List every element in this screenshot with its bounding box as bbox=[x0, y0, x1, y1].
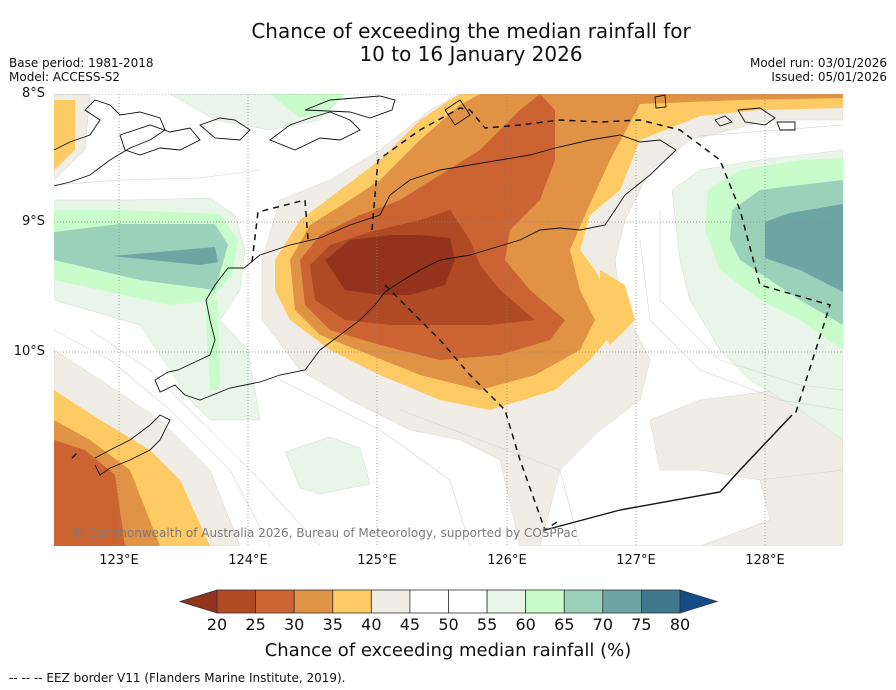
colorbar bbox=[178, 589, 719, 614]
colorbar-tick-label: 45 bbox=[399, 615, 421, 634]
lon-label-124e: 124°E bbox=[228, 553, 268, 568]
colorbar-tick-label: 20 bbox=[206, 615, 228, 634]
lon-label-127e: 127°E bbox=[616, 553, 656, 568]
colorbar-tick-label: 25 bbox=[245, 615, 266, 634]
colorbar-tick-label: 70 bbox=[592, 615, 613, 634]
colorbar-extend-low bbox=[178, 589, 218, 614]
colorbar-tick-label: 75 bbox=[631, 615, 652, 634]
lat-label-9s: 9°S bbox=[21, 214, 45, 229]
colorbar-tick-label: 30 bbox=[283, 615, 305, 634]
colorbar-segment bbox=[370, 589, 411, 614]
chart-title: Chance of exceeding the median rainfall … bbox=[0, 20, 896, 66]
eez-footnote: -- -- -- EEZ border V11 (Flanders Marine… bbox=[9, 671, 346, 685]
model-run: Model run: 03/01/2026 bbox=[749, 56, 887, 70]
colorbar-segment bbox=[409, 589, 449, 614]
copyright-text: © Commonwealth of Australia 2026, Bureau… bbox=[72, 526, 578, 540]
colorbar-segment bbox=[563, 589, 604, 614]
colorbar-extend-high bbox=[679, 589, 719, 614]
colorbar-tick-label: 40 bbox=[361, 615, 382, 634]
meta-left: Base period: 1981-2018 Model: ACCESS-S2 bbox=[9, 56, 154, 84]
colorbar-segment bbox=[486, 589, 527, 614]
colorbar-segment bbox=[255, 589, 295, 614]
base-period: Base period: 1981-2018 bbox=[9, 56, 154, 70]
colorbar-tick-label: 35 bbox=[322, 615, 343, 634]
colorbar-segment bbox=[525, 589, 565, 614]
contour-70-75 bbox=[112, 204, 843, 292]
eez-border bbox=[71, 107, 831, 532]
colorbar-tick-label: 55 bbox=[476, 615, 498, 634]
title-line-1: Chance of exceeding the median rainfall … bbox=[251, 19, 691, 43]
coastlines bbox=[54, 94, 796, 476]
model-name: Model: ACCESS-S2 bbox=[9, 70, 121, 84]
lat-label-10s: 10°S bbox=[13, 344, 45, 359]
colorbar-segment bbox=[602, 589, 642, 614]
issued-date: Issued: 05/01/2026 bbox=[771, 70, 887, 84]
lon-label-123e: 123°E bbox=[99, 553, 139, 568]
colorbar-tick-label: 65 bbox=[554, 615, 575, 634]
lon-label-126e: 126°E bbox=[487, 553, 527, 568]
title-line-2: 10 to 16 January 2026 bbox=[359, 42, 583, 66]
colorbar-tick-label: 60 bbox=[515, 615, 536, 634]
colorbar-segment bbox=[448, 589, 488, 614]
colorbar-tick-label: 50 bbox=[438, 615, 459, 634]
lat-label-8s: 8°S bbox=[21, 86, 45, 101]
contour-below-20 bbox=[325, 235, 455, 295]
colorbar-segment bbox=[216, 589, 256, 614]
colorbar-segment bbox=[332, 589, 372, 614]
lon-label-128e: 128°E bbox=[745, 553, 785, 568]
colorbar-title: Chance of exceeding median rainfall (%) bbox=[264, 640, 632, 661]
map-area bbox=[54, 94, 843, 546]
colorbar-segment bbox=[293, 589, 334, 614]
lon-label-125e: 125°E bbox=[357, 553, 397, 568]
colorbar-segment bbox=[641, 589, 681, 614]
maritime-boundary bbox=[544, 414, 793, 531]
colorbar-tick-label: 80 bbox=[669, 615, 691, 634]
meta-right: Model run: 03/01/2026 Issued: 05/01/2026 bbox=[750, 56, 887, 84]
